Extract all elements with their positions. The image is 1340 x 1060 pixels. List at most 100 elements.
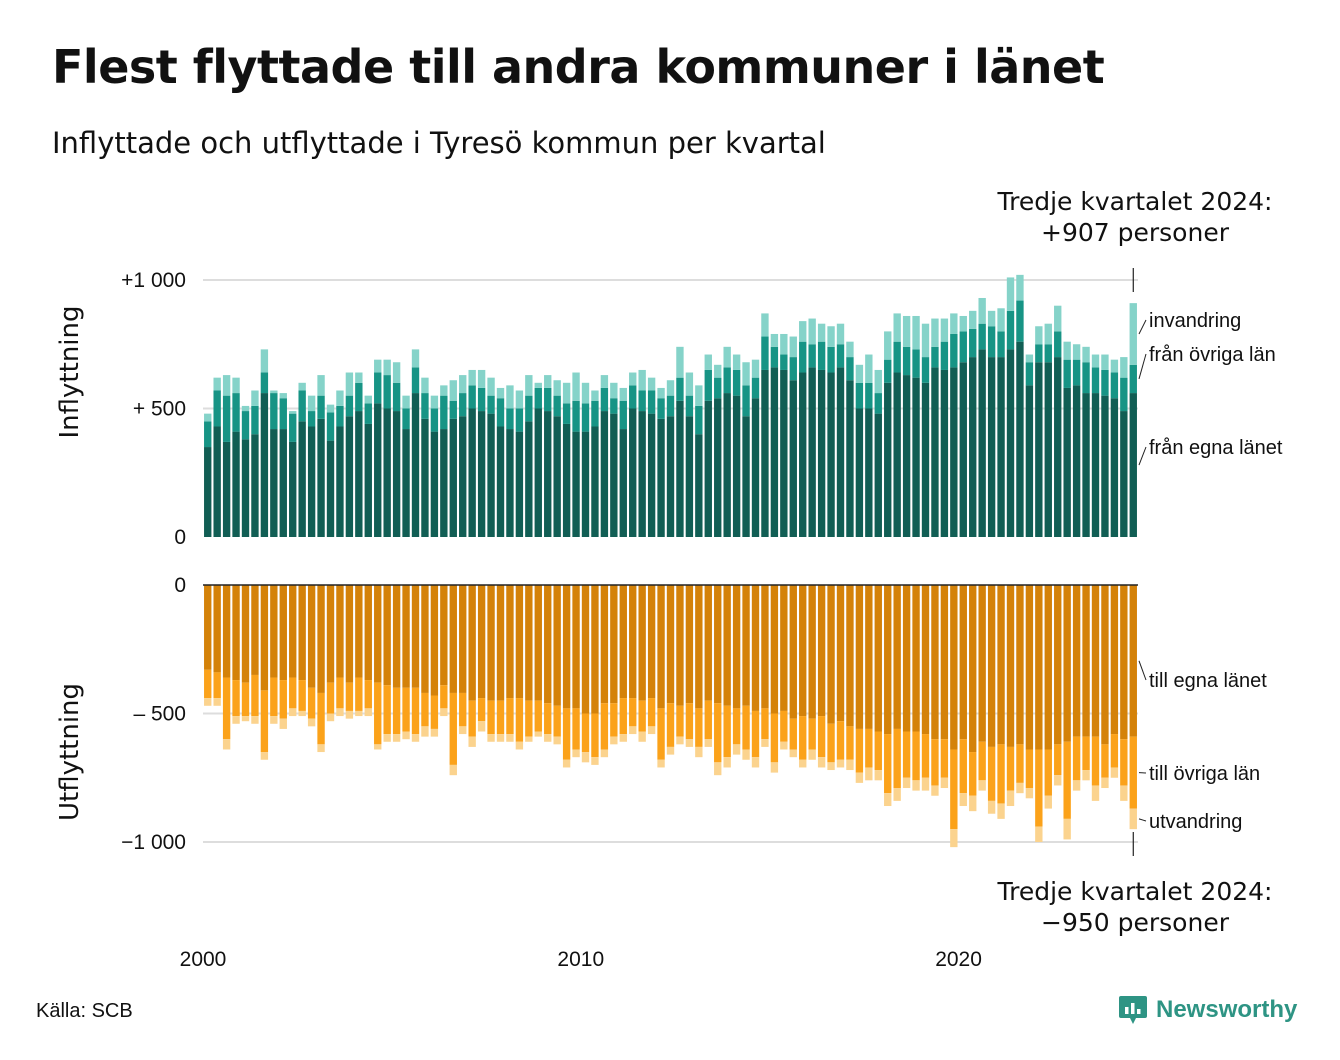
inflow-axis-title: Inflyttning [55,306,85,439]
label-to-other-counties: till övriga län [1149,763,1260,785]
inflow-bar-own-county [213,426,221,537]
outflow-bar-other-counties [997,744,1005,804]
outflow-bar-other-counties [1091,736,1100,786]
inflow-bar-own-county [997,357,1005,537]
inflow-bar-own-county [1101,395,1109,537]
outflow-bar-other-counties [1025,749,1034,789]
outflow-bar-emigration [808,749,816,760]
inflow-bar-own-county [468,408,476,537]
outflow-bar-emigration [685,739,694,747]
outflow-bar-other-counties [931,739,939,786]
inflow-bar-other-counties [950,333,958,368]
inflow-bar-immigration [392,362,401,383]
outflow-bar-own-county [893,585,901,729]
outflow-bar-other-counties [1129,736,1137,809]
inflow-bar-immigration [1044,323,1052,345]
outflow-bar-emigration [411,734,420,742]
outflow-bar-other-counties [770,713,779,763]
outflow-bar-own-county [260,585,269,691]
outflow-bar-other-counties [799,716,807,760]
outflow-bar-own-county [902,585,911,732]
inflow-bar-own-county [969,357,977,537]
inflow-bar-immigration [666,380,675,396]
inflow-bar-other-counties [865,382,873,409]
inflow-bar-other-counties [279,398,287,430]
inflow-bar-immigration [1129,303,1137,365]
inflow-bar-immigration [1091,354,1100,368]
inflow-bar-own-county [383,408,391,537]
outflow-bar-other-counties [534,700,542,732]
outflow-bar-own-county [449,585,457,693]
inflow-bar-other-counties [751,377,760,399]
outflow-bar-own-county [1101,585,1109,745]
inflow-bar-own-county [874,413,882,537]
outflow-bar-own-county [1063,585,1071,742]
outflow-bar-other-counties [374,682,382,745]
inflow-bar-other-counties [921,357,930,383]
inflow-bar-immigration [685,372,694,396]
outflow-leader-line [1138,818,1147,822]
outflow-bar-own-county [477,585,486,699]
outflow-bar-emigration [515,741,524,750]
inflow-bar-own-county [232,431,240,537]
outflow-bar-other-counties [430,695,439,729]
inflow-bar-other-counties [1072,359,1081,386]
outflow-bar-own-county [251,585,259,675]
inflow-bar-other-counties [411,367,420,394]
outflow-bar-own-county [742,585,750,706]
latest-inflow-callout-line1: Tredje kvartalet 2024: [997,187,1273,216]
outflow-bar-own-county [1035,585,1043,750]
outflow-bar-other-counties [884,734,892,794]
inflow-bar-other-counties [789,357,797,381]
inflow-bar-immigration [751,359,760,378]
inflow-bar-immigration [855,364,864,383]
outflow-bar-other-counties [902,731,911,778]
inflow-bar-other-counties [846,357,854,381]
inflow-bar-own-county [477,411,486,537]
outflow-bar-other-counties [666,703,675,747]
outflow-bar-emigration [1016,782,1024,794]
inflow-bar-immigration [553,380,561,396]
outflow-bar-other-counties [525,700,533,737]
outflow-bar-emigration [912,780,920,791]
outflow-bar-emigration [364,708,372,717]
outflow-bar-other-counties [865,728,873,768]
inflow-bar-other-counties [289,413,297,442]
inflow-bar-other-counties [629,385,637,409]
inflow-bar-other-counties [997,331,1005,358]
inflow-bar-own-county [940,369,949,537]
outflow-bar-other-counties [647,698,656,727]
inflow-bar-other-counties [723,367,731,394]
inflow-bar-other-counties [657,398,665,419]
outflow-bar-own-county [666,585,675,704]
inflow-bar-immigration [619,387,627,401]
outflow-bar-emigration [544,734,552,742]
outflow-bar-other-counties [364,680,372,709]
inflow-bar-own-county [704,400,712,537]
outflow-bar-own-county [222,585,231,678]
inflow-bar-immigration [704,354,712,370]
inflow-bar-other-counties [808,344,816,368]
inflow-bar-other-counties [440,395,448,430]
outflow-bar-own-county [817,585,826,717]
outflow-bar-emigration [1072,780,1081,791]
outflow-bar-own-county [799,585,807,717]
outflow-bar-emigration [336,708,344,717]
outflow-bar-own-county [525,585,533,701]
inflow-bar-own-county [647,413,656,537]
inflow-bar-own-county [411,393,420,537]
outflow-bar-emigration [222,739,231,750]
inflow-bar-other-counties [298,390,306,422]
inflow-bar-immigration [232,377,240,394]
outflow-bar-other-counties [940,739,949,778]
inflow-bar-own-county [714,398,722,537]
outflow-bar-emigration [1129,808,1137,830]
inflow-bar-own-county [657,418,665,537]
inflow-leader-line [1138,446,1147,466]
inflow-bar-immigration [647,377,656,391]
inflow-bar-own-county [600,411,609,537]
x-axis-year-label: 2020 [935,948,982,971]
outflow-bar-own-county [969,585,977,753]
inflow-bar-immigration [1110,359,1119,373]
outflow-bar-own-county [496,585,505,701]
